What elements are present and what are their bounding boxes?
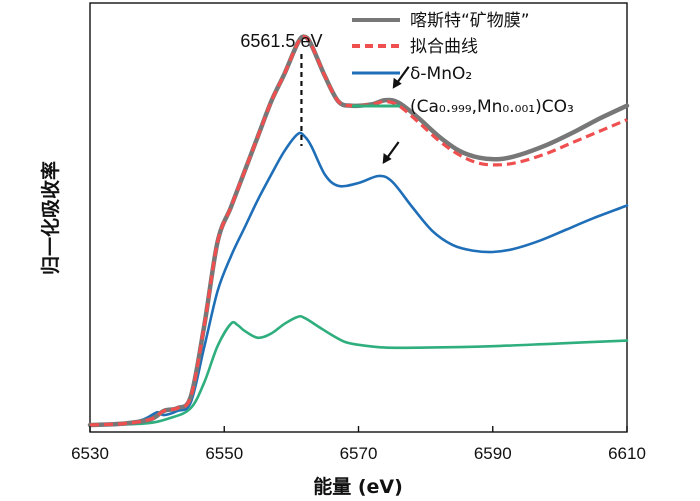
series-line-mno2: [88, 131, 629, 427]
arrow-delta-mno2: [382, 141, 400, 165]
arrow-rhodochrosite-film: [392, 66, 410, 89]
legend-label-fit: 拟合曲线: [410, 37, 478, 57]
series-line-fit: [89, 35, 628, 427]
peak-annotation-text: 6561.5 eV: [240, 31, 322, 51]
x-axis-title: 能量 (eV): [313, 475, 403, 498]
x-tick-layer: 6530 6550 6570 6590 6610: [71, 426, 646, 463]
x-tick-label: 6570: [340, 444, 378, 463]
arrow-layer: [382, 66, 410, 165]
legend-label-calcite: (Ca₀.₉₉₉,Mn₀.₀₀₁)CO₃: [410, 97, 574, 117]
y-axis-title: 归一化吸收率: [39, 161, 62, 275]
legend: 喀斯特“矿物膜” 拟合曲线 δ-MnO₂ (Ca₀.₉₉₉,Mn₀.₀₀₁)CO…: [352, 11, 574, 117]
legend-label-film: 喀斯特“矿物膜”: [410, 11, 530, 31]
x-tick-label: 6610: [608, 444, 646, 463]
legend-label-mno2: δ-MnO₂: [410, 64, 472, 84]
x-tick-label: 6550: [205, 444, 243, 463]
plot-frame: [89, 2, 628, 433]
x-tick-label: 6530: [71, 444, 109, 463]
x-tick-label: 6590: [474, 444, 512, 463]
series-line-calcite: [88, 314, 629, 427]
series-line-film: [87, 34, 630, 428]
series-layer: [87, 34, 630, 428]
